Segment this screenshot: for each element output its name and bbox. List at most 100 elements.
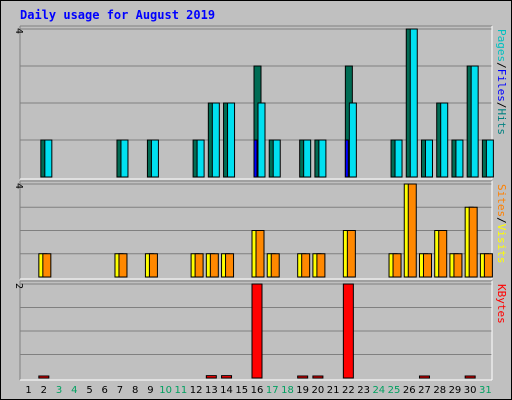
bar-pages-day-16 [257,102,266,178]
day-label-26: 26 [403,385,416,396]
bar-kbytes-day-22 [342,283,354,379]
panel-max-label: 4 [13,28,24,34]
bar-sites-day-17 [270,253,280,278]
bar-sites-day-22 [346,230,356,278]
day-label-9: 9 [147,385,153,396]
day-label-24: 24 [372,385,385,396]
day-label-20: 20 [312,385,325,396]
bar-sites-day-31 [483,253,493,278]
day-label-19: 19 [296,385,309,396]
legend-separator: / [495,62,508,69]
panel-legend: KBytes [495,284,508,324]
day-label-2: 2 [41,385,47,396]
bar-pages-day-19 [303,139,312,178]
day-label-23: 23 [357,385,370,396]
bar-pages-day-28 [440,102,449,178]
bar-pages-day-7 [120,139,129,178]
bar-kbytes-day-2 [38,375,50,379]
day-label-18: 18 [281,385,294,396]
day-label-8: 8 [132,385,138,396]
legend-separator: / [495,217,508,224]
day-label-29: 29 [449,385,462,396]
day-label-7: 7 [117,385,123,396]
bar-pages-day-31 [485,139,494,178]
bar-sites-day-7 [118,253,128,278]
day-label-6: 6 [102,385,108,396]
bar-sites-day-25 [392,253,402,278]
legend-sites: Sites [495,184,508,217]
day-label-3: 3 [56,385,62,396]
panel-legend: Sites/Visits [495,184,508,264]
bar-sites-day-2 [42,253,52,278]
bar-sites-day-29 [453,253,463,278]
bar-kbytes-day-20 [312,375,324,379]
bar-pages-day-25 [394,139,403,178]
bar-kbytes-day-16 [251,283,263,379]
legend-separator: / [495,102,508,109]
day-label-25: 25 [388,385,401,396]
bar-sites-day-12 [194,253,204,278]
bar-files-day-22 [344,139,349,178]
bar-pages-day-12 [196,139,205,178]
day-label-17: 17 [266,385,279,396]
bar-pages-day-20 [318,139,327,178]
bar-pages-day-14 [227,102,236,178]
day-label-28: 28 [433,385,446,396]
legend-pages: Pages [495,29,508,62]
bar-kbytes-day-13 [205,375,217,379]
day-label-21: 21 [327,385,340,396]
bar-sites-day-14 [225,253,235,278]
bar-pages-day-30 [470,65,479,178]
bar-pages-day-17 [272,139,281,178]
legend-files: Files [495,69,508,102]
bar-pages-day-13 [211,102,220,178]
day-labels: 1 2 3 4 5 6 7 8 9 10 11 12 13 14 15 16 17 18 19 20 21 22 23 24 2… [25,385,491,396]
bar-pages-day-9 [150,139,159,178]
day-label-4: 4 [71,385,77,396]
legend-kbytes: KBytes [495,284,508,324]
bar-kbytes-day-19 [297,375,309,379]
bar-sites-day-16 [255,230,265,278]
legend-hits: Hits [495,109,508,136]
bar-sites-day-27 [422,253,432,278]
legend-visits: Visits [495,224,508,264]
day-label-1: 1 [25,385,31,396]
day-label-30: 30 [464,385,477,396]
panel-legend: Pages/Files/Hits [495,29,508,135]
day-label-31: 31 [479,385,492,396]
bar-pages-day-29 [455,139,464,178]
day-label-22: 22 [342,385,355,396]
bar-pages-day-22 [348,102,357,178]
day-label-5: 5 [86,385,92,396]
bar-pages-day-26 [409,28,418,178]
bar-sites-day-13 [209,253,219,278]
day-label-11: 11 [175,385,188,396]
bar-sites-day-19 [301,253,311,278]
panel-1: 4 Pages/Files/Hits [13,25,508,180]
day-label-14: 14 [220,385,233,396]
panel-3: 2 KBytes [13,280,508,381]
bar-kbytes-day-30 [464,375,476,379]
bar-sites-day-28 [438,230,448,278]
bar-pages-day-27 [424,139,433,178]
day-label-10: 10 [159,385,172,396]
bar-files-day-16 [253,139,258,178]
day-label-16: 16 [251,385,264,396]
day-label-15: 15 [235,385,248,396]
panel-max-label: 4 [13,183,24,189]
bar-kbytes-day-27 [418,375,430,379]
bar-sites-day-9 [148,253,158,278]
chart-title: Daily usage for August 2019 [20,8,215,22]
bar-kbytes-day-14 [221,375,233,379]
day-label-13: 13 [205,385,218,396]
bar-pages-day-2 [44,139,53,178]
bar-sites-day-26 [407,183,417,278]
day-label-12: 12 [190,385,203,396]
panel-max-label: 2 [13,283,24,289]
day-label-27: 27 [418,385,431,396]
bar-sites-day-20 [316,253,326,278]
bar-sites-day-30 [468,206,478,278]
panel-2: 4 Sites/Visits [13,180,508,280]
